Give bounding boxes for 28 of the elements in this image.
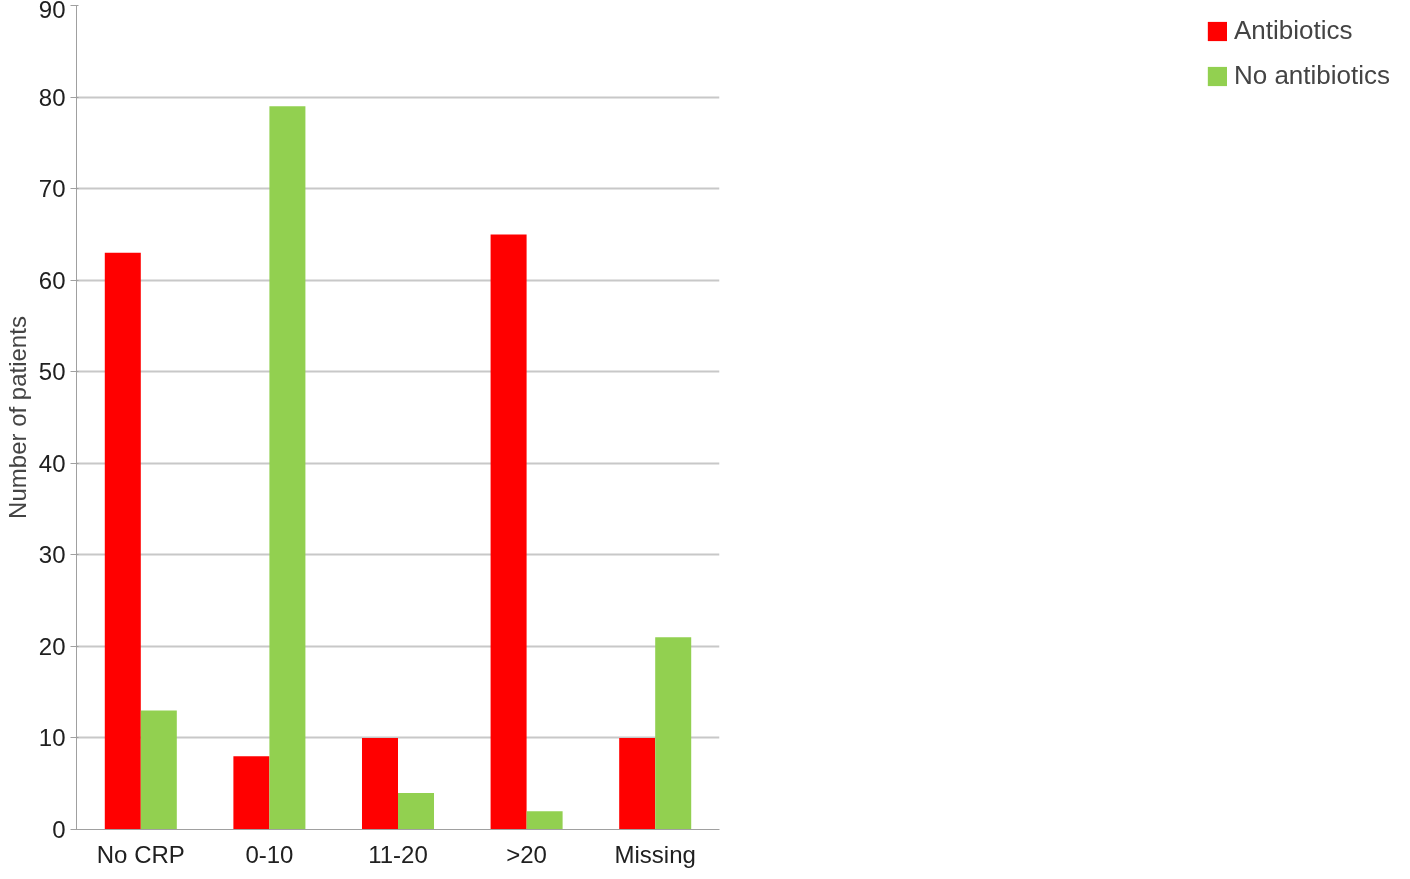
y-tick-label: 60 xyxy=(38,266,66,294)
y-tick-label: 10 xyxy=(38,724,66,752)
y-tick-label: 50 xyxy=(38,358,66,386)
y-tick-label: 30 xyxy=(38,541,66,569)
y-axis-title: Number of patients xyxy=(3,316,31,519)
x-tick-label: 11-20 xyxy=(368,840,428,868)
y-tick-label: 70 xyxy=(38,175,66,203)
y-tick-label: 90 xyxy=(38,0,66,23)
legend-label: Antibiotics xyxy=(1233,15,1353,46)
bar xyxy=(655,637,692,830)
bar xyxy=(140,710,177,830)
y-tick-label: 0 xyxy=(52,816,66,843)
bar xyxy=(398,792,435,830)
bar xyxy=(269,106,306,830)
x-tick-label: Missing xyxy=(614,840,696,868)
y-tick-label: 80 xyxy=(38,83,66,111)
y-tick-label: 20 xyxy=(38,632,66,660)
bar xyxy=(233,756,270,830)
x-tick-label: 0-10 xyxy=(245,840,294,868)
legend-label: No antibiotics xyxy=(1233,60,1390,91)
bar xyxy=(490,234,527,830)
bar xyxy=(104,252,141,830)
y-tick-label: 40 xyxy=(38,449,66,477)
bar xyxy=(361,737,398,830)
x-tick-label: No CRP xyxy=(96,840,185,868)
bar xyxy=(619,737,656,830)
x-tick-label: >20 xyxy=(506,840,547,868)
bar xyxy=(526,811,563,830)
